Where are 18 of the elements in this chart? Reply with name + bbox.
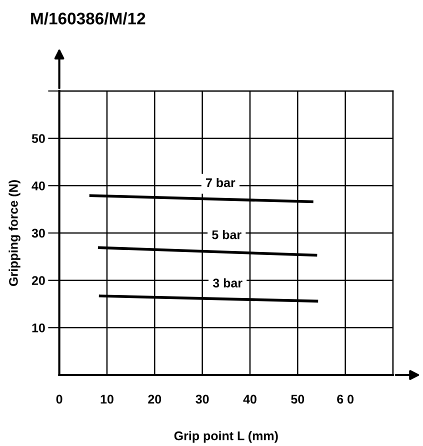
x-tick-label: 0 <box>56 394 62 404</box>
series-label: 3 bar <box>212 278 242 288</box>
chart-title: M/160386/M/12 <box>31 12 146 25</box>
x-tick-label: 40 <box>243 394 256 404</box>
x-tick-label: 10 <box>100 394 114 404</box>
y-tick-label: 20 <box>32 276 45 285</box>
y-tick-label: 10 <box>32 323 45 332</box>
x-tick-label: 50 <box>291 394 304 404</box>
y-axis-title: Gripping force (N) <box>8 180 20 286</box>
x-tick-label: 20 <box>148 394 162 404</box>
x-axis-title: Grip point L (mm) <box>174 431 278 443</box>
x-tick-label: 30 <box>196 394 209 404</box>
y-tick-label: 30 <box>32 228 45 238</box>
x-tick-label: 6 0 <box>337 394 354 404</box>
y-tick-label: 40 <box>32 181 45 190</box>
series-label: 5 bar <box>212 230 242 240</box>
series-label: 7 bar <box>206 178 236 188</box>
y-tick-label: 50 <box>32 134 45 143</box>
